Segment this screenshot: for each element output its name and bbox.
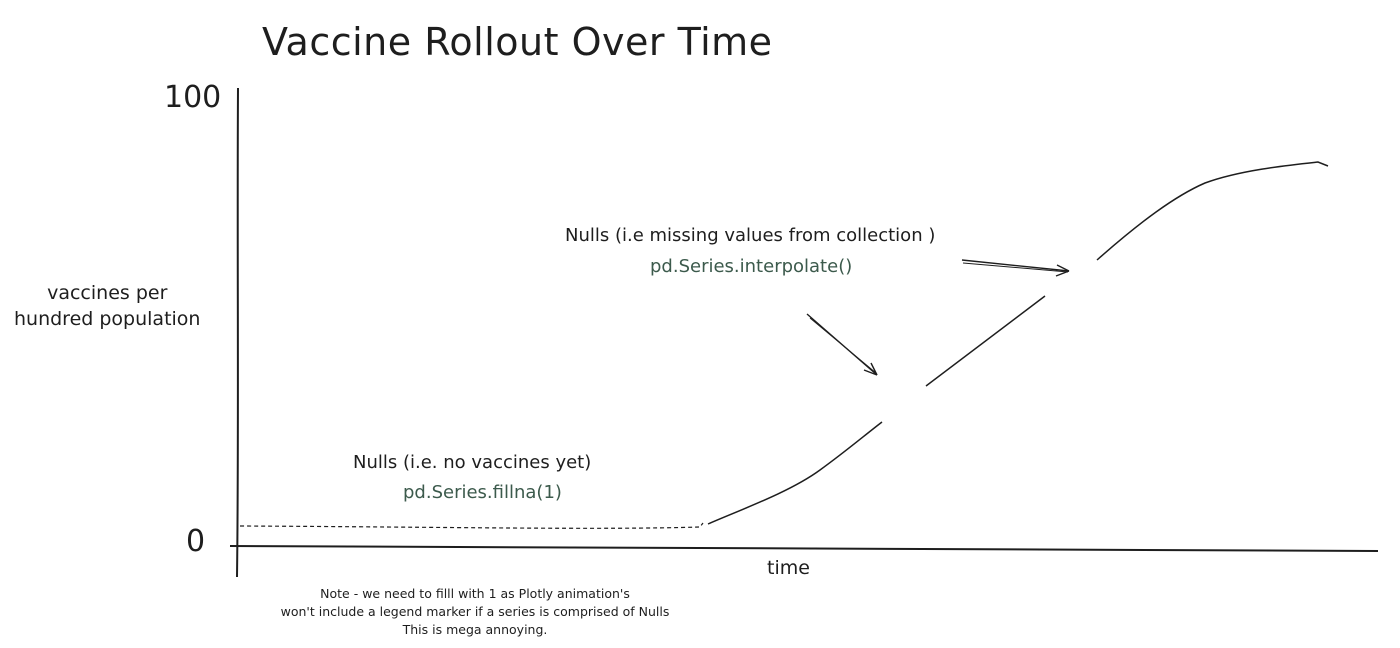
y-tick-label-100: 100 bbox=[164, 80, 221, 115]
y-axis-label-line-2: hundred population bbox=[14, 306, 200, 332]
y-axis-label: vaccines per hundred population bbox=[14, 280, 200, 332]
footnote-line-2: won't include a legend marker if a serie… bbox=[250, 603, 700, 621]
x-axis bbox=[230, 546, 1378, 551]
series-line-segment-3 bbox=[1097, 162, 1328, 260]
footnote-line-3: This is mega annoying. bbox=[250, 621, 700, 639]
annotation-interpolate-code: pd.Series.interpolate() bbox=[650, 256, 852, 277]
series-line-segment-1 bbox=[708, 422, 882, 524]
y-axis bbox=[237, 88, 238, 577]
annotation-no-vaccines: Nulls (i.e. no vaccines yet) bbox=[353, 452, 591, 473]
x-axis-label: time bbox=[767, 557, 810, 579]
annotation-missing-values: Nulls (i.e missing values from collectio… bbox=[565, 225, 935, 246]
footnote: Note - we need to filll with 1 as Plotly… bbox=[250, 585, 700, 639]
footnote-line-1: Note - we need to filll with 1 as Plotly… bbox=[250, 585, 700, 603]
y-tick-label-0: 0 bbox=[186, 524, 205, 559]
annotation-fillna-code: pd.Series.fillna(1) bbox=[403, 482, 562, 503]
dashed-fill-segment bbox=[240, 523, 703, 528]
y-axis-label-line-1: vaccines per bbox=[14, 280, 200, 306]
chart-title: Vaccine Rollout Over Time bbox=[262, 20, 773, 64]
arrow-to-gap-2 bbox=[962, 260, 1069, 276]
series-line-segment-2 bbox=[926, 296, 1045, 386]
arrow-to-gap-1 bbox=[807, 314, 877, 375]
